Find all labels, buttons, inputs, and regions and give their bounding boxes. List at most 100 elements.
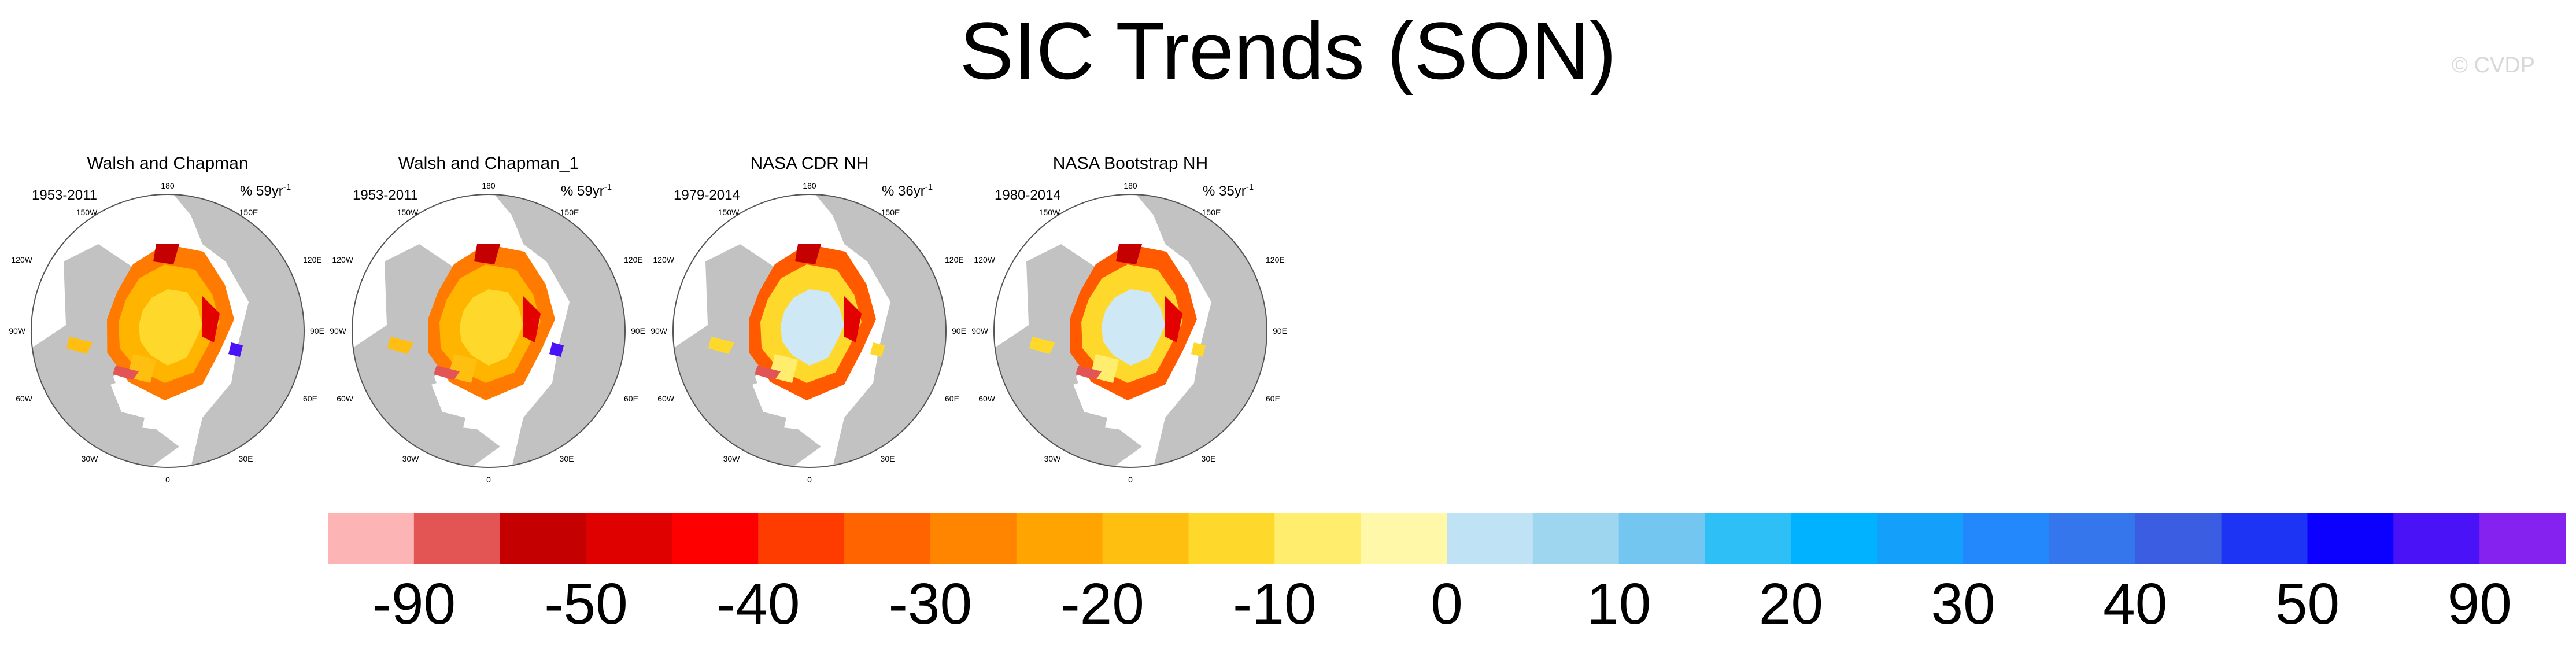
colorbar-swatch: [2393, 513, 2480, 564]
longitude-label: 60W: [978, 394, 996, 403]
longitude-label: 90W: [651, 326, 668, 336]
longitude-label: 30E: [239, 454, 253, 463]
colorbar-swatch: [1618, 513, 1706, 564]
longitude-label: 150W: [76, 208, 98, 217]
longitude-label: 120E: [945, 255, 964, 264]
panel-period: 1979-2014: [674, 187, 740, 203]
longitude-label: 60E: [303, 394, 317, 403]
longitude-label: 180: [161, 181, 175, 190]
longitude-label: 150W: [1039, 208, 1060, 217]
longitude-label: 180: [482, 181, 496, 190]
longitude-label: 30W: [1044, 454, 1062, 463]
longitude-label: 90W: [971, 326, 989, 336]
longitude-label: 120W: [332, 255, 353, 264]
colorbar-swatch: [1447, 513, 1533, 564]
longitude-label: 180: [1123, 181, 1137, 190]
panel-period: 1953-2011: [353, 187, 418, 203]
panel-units: % 35yr-1: [1203, 182, 1254, 199]
panel-title: NASA CDR NH: [750, 154, 868, 173]
panel-period: 1980-2014: [995, 187, 1061, 203]
colorbar-tick-label: 30: [1931, 572, 1995, 636]
longitude-label: 150E: [239, 208, 258, 217]
colorbar-swatch: [1532, 513, 1620, 564]
colorbar-tick-label: 50: [2275, 572, 2340, 636]
map-panel: Walsh and Chapman_1 1953-2011 % 59yr-1 180 0…: [330, 154, 645, 484]
longitude-label: 90E: [310, 326, 324, 336]
colorbar-swatch: [328, 513, 415, 564]
colorbar-swatch: [930, 513, 1017, 564]
colorbar-swatch: [2049, 513, 2136, 564]
colorbar-tick-label: -50: [544, 572, 628, 636]
panel-period: 1953-2011: [32, 187, 97, 203]
longitude-label: 150E: [560, 208, 579, 217]
longitude-label: 60E: [624, 394, 638, 403]
colorbar-swatch: [586, 513, 672, 564]
longitude-label: 120E: [1266, 255, 1285, 264]
colorbar-swatch: [1361, 513, 1447, 564]
longitude-label: 30E: [881, 454, 895, 463]
longitude-label: 60E: [1266, 394, 1280, 403]
colorbar-swatch: [1016, 513, 1103, 564]
panel-units: % 59yr-1: [240, 182, 291, 199]
longitude-label: 60E: [945, 394, 959, 403]
colorbar-tick-label: -10: [1233, 572, 1317, 636]
colorbar-swatch: [500, 513, 587, 564]
colorbar-swatch: [2307, 513, 2394, 564]
longitude-label: 90E: [1273, 326, 1287, 336]
map-panels: Walsh and Chapman 1953-2011 % 59yr-1 180 0 90…: [9, 154, 1287, 484]
longitude-label: 120W: [653, 255, 674, 264]
map-panel: NASA CDR NH 1979-2014 % 36yr-1 180 0 90W 90E 15…: [651, 154, 966, 484]
longitude-label: 30W: [723, 454, 741, 463]
figure-title: SIC Trends (SON): [959, 5, 1617, 96]
longitude-label: 30W: [402, 454, 420, 463]
colorbar-swatch: [1877, 513, 1964, 564]
panel-units: % 36yr-1: [882, 182, 933, 199]
colorbar-swatch: [2221, 513, 2308, 564]
colorbar-tick-label: -40: [716, 572, 800, 636]
colorbar-tick-label: 10: [1587, 572, 1651, 636]
longitude-label: 0: [1128, 475, 1133, 484]
colorbar-tick-label: 40: [2103, 572, 2167, 636]
colorbar-swatch: [1963, 513, 2050, 564]
colorbar-swatch: [672, 513, 759, 564]
map-panel: NASA Bootstrap NH 1980-2014 % 35yr-1 180 0 90…: [971, 154, 1287, 484]
longitude-label: 150W: [718, 208, 740, 217]
panel-units: % 59yr-1: [561, 182, 612, 199]
longitude-label: 120E: [303, 255, 322, 264]
longitude-label: 0: [807, 475, 812, 484]
colorbar-swatch: [1705, 513, 1791, 564]
colorbar-swatch: [2479, 513, 2566, 564]
longitude-label: 30W: [82, 454, 99, 463]
colorbar-swatch: [1274, 513, 1361, 564]
longitude-label: 0: [486, 475, 491, 484]
longitude-label: 150E: [1202, 208, 1221, 217]
colorbar-swatch: [758, 513, 845, 564]
panel-title: Walsh and Chapman_1: [398, 154, 579, 173]
longitude-label: 90W: [330, 326, 347, 336]
longitude-label: 0: [165, 475, 170, 484]
map-panel: Walsh and Chapman 1953-2011 % 59yr-1 180 0 90…: [9, 154, 324, 484]
longitude-label: 30E: [560, 454, 574, 463]
longitude-label: 60W: [657, 394, 675, 403]
longitude-label: 90E: [631, 326, 645, 336]
longitude-label: 90E: [952, 326, 966, 336]
colorbar-swatch: [2135, 513, 2222, 564]
longitude-label: 120E: [624, 255, 643, 264]
longitude-label: 150W: [397, 208, 419, 217]
colorbar-swatch: [1791, 513, 1878, 564]
colorbar-tick-label: -20: [1060, 572, 1144, 636]
colorbar-tick-label: -90: [372, 572, 456, 636]
colorbar-tick-label: 90: [2448, 572, 2512, 636]
cvdp-credit: © CVDP: [2452, 53, 2536, 78]
colorbar-swatch: [1102, 513, 1189, 564]
longitude-label: 30E: [1202, 454, 1216, 463]
longitude-label: 120W: [11, 255, 32, 264]
colorbar-tick-label: -30: [889, 572, 973, 636]
longitude-label: 120W: [974, 255, 995, 264]
colorbar-swatch: [413, 513, 501, 564]
longitude-label: 180: [803, 181, 816, 190]
panel-title: Walsh and Chapman: [87, 154, 248, 173]
colorbar-swatch: [1188, 513, 1275, 564]
panel-title: NASA Bootstrap NH: [1053, 154, 1208, 173]
